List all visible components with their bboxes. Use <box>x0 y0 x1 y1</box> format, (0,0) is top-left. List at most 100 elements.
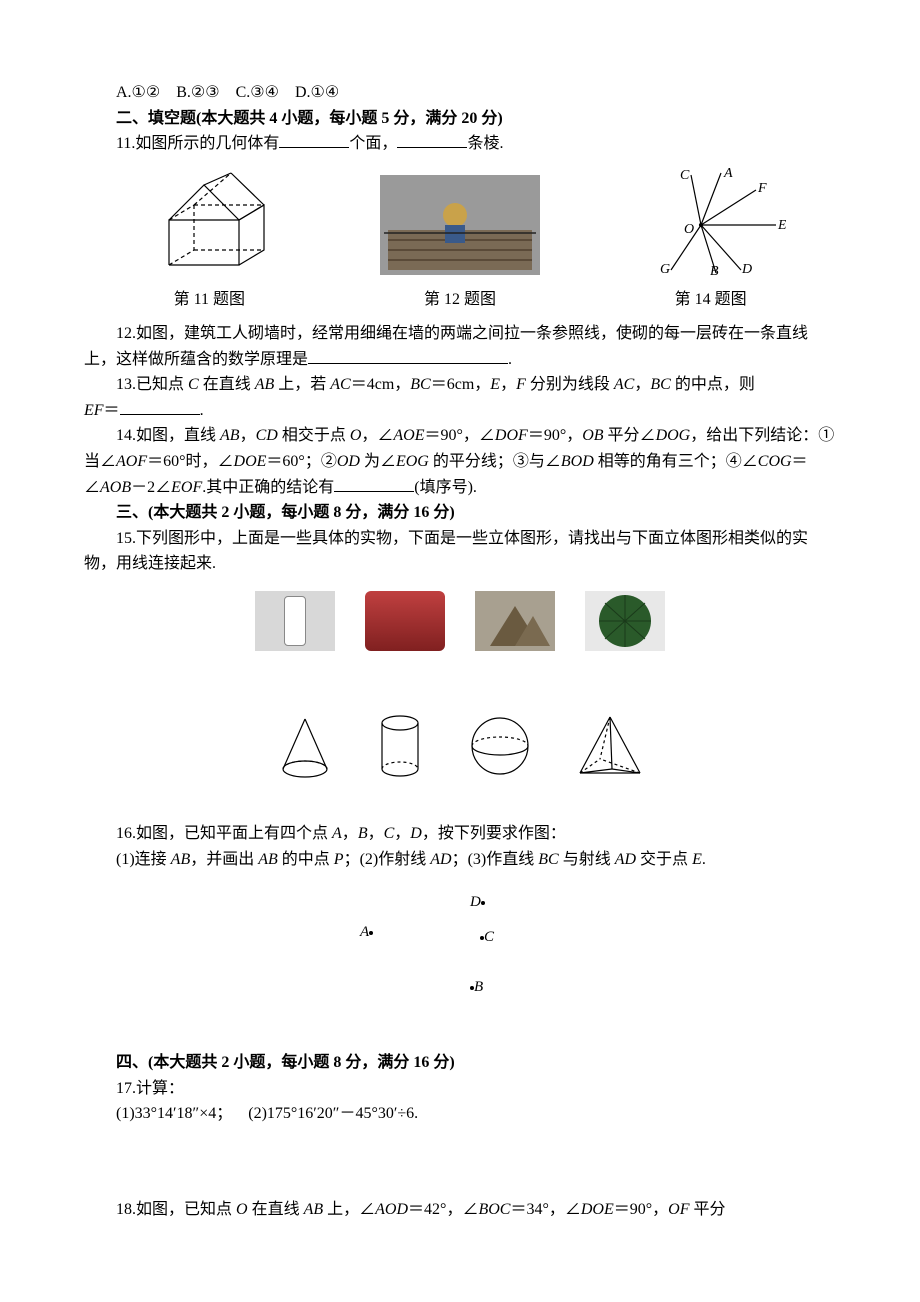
pt-D-label: D <box>470 894 481 910</box>
q16-line2: (1)连接 AB，并画出 AB 的中点 P；(2)作射线 AD；(3)作直线 B… <box>84 847 836 873</box>
fig14-box: A C F E D B G O <box>585 165 836 284</box>
shape-sphere <box>460 711 540 781</box>
fig14-svg: A C F E D B G O <box>636 165 786 275</box>
q12-period: . <box>508 351 512 368</box>
q14-EOF: EOF <box>171 479 202 496</box>
q13-e: 的中点，则 <box>671 376 755 393</box>
fig14-caption: 第 14 题图 <box>585 287 836 313</box>
q14-DOF: DOF <box>495 427 528 444</box>
q14-b: 相交于点 <box>278 427 350 444</box>
q16-E: E <box>692 851 702 868</box>
q14-a: 14.如图，直线 <box>116 427 220 444</box>
q13-F: F <box>516 376 526 393</box>
q11-text-c: 条棱. <box>467 135 503 152</box>
q18-AOD: AOD <box>375 1201 408 1218</box>
q16-2c: 的中点 <box>278 851 334 868</box>
q16-AD2: AD <box>615 851 636 868</box>
q18-OF: OF <box>668 1201 689 1218</box>
q13-line2: EF＝. <box>84 398 836 424</box>
q16-2h: . <box>702 851 706 868</box>
pt-A-label: A <box>360 924 369 940</box>
q13-BC: BC <box>410 376 430 393</box>
photo-4 <box>585 591 665 651</box>
q16-a: 16.如图，已知平面上有四个点 <box>116 825 332 842</box>
q12: 12.如图，建筑工人砌墙时，经常用细绳在墙的两端之间拉一条参照线，使砌的每一层砖… <box>84 321 836 372</box>
q13-a: 13.已知点 <box>116 376 188 393</box>
q18-eq1: ＝42°，∠ <box>408 1201 478 1218</box>
q18-a: 18.如图，已知点 <box>116 1201 236 1218</box>
q14-eq2: ＝90°， <box>528 427 582 444</box>
section3-heading-text: 三、(本大题共 2 小题，每小题 8 分，满分 16 分) <box>116 504 455 521</box>
section2-heading: 二、填空题(本大题共 4 小题，每小题 5 分，满分 20 分) <box>84 106 836 132</box>
q11-blank1 <box>279 131 349 148</box>
q16-c1: ， <box>342 825 358 842</box>
q14-BOD: BOD <box>561 453 594 470</box>
page: A.①② B.②③ C.③④ D.①④ 二、填空题(本大题共 4 小题，每小题 … <box>0 0 920 1302</box>
svg-text:O: O <box>684 222 694 237</box>
photo-1 <box>255 591 335 651</box>
pt-A: A <box>360 920 373 944</box>
q14-O: O <box>350 427 362 444</box>
q13-comma2: ， <box>634 376 650 393</box>
q16-BC: BC <box>538 851 558 868</box>
q14-tg: 相等的角有三个；④∠ <box>594 453 758 470</box>
q14-c1: ， <box>240 427 256 444</box>
q14-OD: OD <box>337 453 360 470</box>
pt-D: D <box>470 890 485 914</box>
section2-heading-text: 二、填空题(本大题共 4 小题，每小题 5 分，满分 20 分) <box>116 110 503 127</box>
fig11-caption: 第 11 题图 <box>84 287 335 313</box>
q17-part1: (1)33°14′18″×4； <box>116 1105 232 1122</box>
q17-head: 17.计算： <box>84 1076 836 1102</box>
q17-part2: (2)175°16′20″－45°30′÷6. <box>248 1105 418 1122</box>
q16-2d: ；(2)作射线 <box>344 851 431 868</box>
q14-tail: (填序号). <box>414 479 477 496</box>
q14-CD: CD <box>256 427 278 444</box>
dot-icon <box>481 901 485 905</box>
q14: 14.如图，直线 AB，CD 相交于点 O，∠AOE＝90°，∠DOF＝90°，… <box>84 423 836 500</box>
svg-text:G: G <box>660 262 670 275</box>
fig12-svg <box>380 175 540 275</box>
q13-d: 分别为线段 <box>526 376 614 393</box>
q14-tf: 的平分线；③与∠ <box>429 453 561 470</box>
q11-text-b: 个面， <box>349 135 397 152</box>
q13-eq1: ＝4cm， <box>351 376 411 393</box>
q10-choices: A.①② B.②③ C.③④ D.①④ <box>84 80 836 106</box>
q16-C: C <box>384 825 395 842</box>
q14-AOB2: AOB <box>100 479 131 496</box>
figure-captions: 第 11 题图 第 12 题图 第 14 题图 <box>84 287 836 313</box>
q14-DOE: DOE <box>234 453 267 470</box>
svg-text:D: D <box>741 262 752 275</box>
svg-text:C: C <box>680 168 690 183</box>
q13-b: 在直线 <box>199 376 255 393</box>
q14-th: .其中正确的结论有 <box>202 479 334 496</box>
q16-2e: ；(3)作直线 <box>452 851 539 868</box>
q16-c3: ， <box>394 825 410 842</box>
fig12-caption: 第 12 题图 <box>335 287 586 313</box>
q14-eq3: ＝60°时，∠ <box>147 453 233 470</box>
q15: 15.下列图形中，上面是一些具体的实物，下面是一些立体图形，请找出与下面立体图形… <box>84 526 836 577</box>
q14-eq4: ＝60°；② <box>266 453 336 470</box>
shape-cone <box>270 711 340 781</box>
section4-heading: 四、(本大题共 2 小题，每小题 8 分，满分 16 分) <box>84 1050 836 1076</box>
q15-photos <box>84 591 836 651</box>
q13-AC: AC <box>330 376 350 393</box>
q16-AD: AD <box>430 851 451 868</box>
photo-3 <box>475 591 555 651</box>
q16-line1: 16.如图，已知平面上有四个点 A，B，C，D，按下列要求作图： <box>84 821 836 847</box>
q13-AC2: AC <box>614 376 634 393</box>
q18-DOE: DOE <box>581 1201 614 1218</box>
q16-2g: 交于点 <box>636 851 692 868</box>
pt-B-label: B <box>474 979 483 995</box>
fig11-svg <box>139 165 279 275</box>
q13-BC2: BC <box>650 376 670 393</box>
q13-period: . <box>200 402 204 419</box>
svg-text:B: B <box>710 264 719 275</box>
q13-EF: EF <box>84 402 104 419</box>
q16-2f: 与射线 <box>559 851 615 868</box>
q16-A: A <box>332 825 342 842</box>
q14-AOF: AOF <box>116 453 147 470</box>
q18-c: 上，∠ <box>323 1201 375 1218</box>
q18-eq3: ＝90°， <box>614 1201 668 1218</box>
q13-comma1: ， <box>500 376 516 393</box>
section3-heading: 三、(本大题共 2 小题，每小题 8 分，满分 16 分) <box>84 500 836 526</box>
